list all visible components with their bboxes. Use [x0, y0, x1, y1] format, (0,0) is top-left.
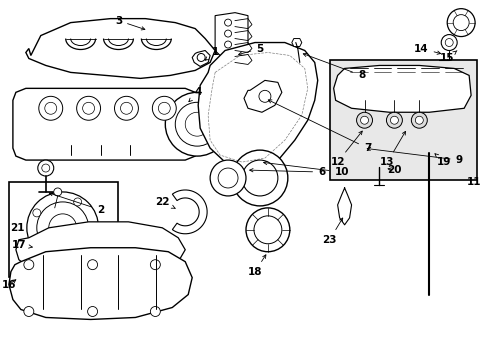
Circle shape	[33, 209, 41, 217]
Circle shape	[245, 208, 289, 252]
Text: 14: 14	[413, 44, 440, 54]
Circle shape	[338, 139, 356, 157]
Polygon shape	[244, 80, 281, 112]
Circle shape	[45, 102, 57, 114]
Polygon shape	[215, 13, 247, 68]
Circle shape	[331, 132, 363, 164]
Polygon shape	[291, 39, 301, 46]
Circle shape	[242, 160, 277, 196]
Text: 5: 5	[238, 44, 263, 55]
Text: 22: 22	[155, 197, 175, 208]
Circle shape	[39, 96, 62, 120]
Circle shape	[356, 112, 372, 128]
Circle shape	[74, 198, 81, 206]
Text: 20: 20	[386, 165, 401, 175]
Text: 21: 21	[10, 223, 24, 233]
Circle shape	[120, 102, 132, 114]
Polygon shape	[16, 222, 185, 278]
Circle shape	[452, 15, 468, 31]
Text: 8: 8	[303, 53, 365, 80]
Circle shape	[165, 92, 228, 156]
Text: 10: 10	[263, 161, 348, 177]
Text: 15: 15	[439, 51, 456, 63]
Circle shape	[27, 192, 99, 264]
Circle shape	[150, 260, 160, 270]
Circle shape	[87, 306, 98, 316]
Circle shape	[37, 202, 88, 254]
Circle shape	[49, 214, 77, 242]
Circle shape	[374, 157, 384, 167]
Circle shape	[210, 160, 245, 196]
Text: 13: 13	[379, 131, 405, 167]
Circle shape	[389, 116, 398, 124]
Circle shape	[424, 143, 433, 153]
Circle shape	[259, 90, 270, 102]
Circle shape	[114, 96, 138, 120]
Text: 18: 18	[247, 255, 265, 276]
Circle shape	[218, 168, 238, 188]
Text: 12: 12	[330, 131, 362, 167]
Polygon shape	[198, 42, 317, 172]
Polygon shape	[192, 50, 210, 67]
Circle shape	[224, 19, 231, 26]
Circle shape	[44, 250, 52, 258]
Polygon shape	[172, 190, 207, 234]
Polygon shape	[333, 66, 470, 112]
Text: 19: 19	[434, 154, 450, 167]
Text: 9: 9	[366, 147, 462, 165]
Circle shape	[150, 306, 160, 316]
Circle shape	[386, 112, 402, 128]
Circle shape	[87, 260, 98, 270]
Circle shape	[158, 102, 170, 114]
Circle shape	[447, 9, 474, 37]
Text: 11: 11	[466, 177, 480, 187]
FancyBboxPatch shape	[329, 60, 476, 180]
Circle shape	[41, 164, 50, 172]
Circle shape	[440, 35, 456, 50]
Circle shape	[414, 116, 423, 124]
Circle shape	[224, 41, 231, 48]
Circle shape	[24, 306, 34, 316]
Text: 1: 1	[204, 48, 218, 60]
Circle shape	[444, 39, 452, 46]
Text: 7: 7	[268, 100, 370, 153]
Text: 16: 16	[1, 280, 16, 289]
Text: 6: 6	[249, 167, 325, 177]
Circle shape	[77, 96, 101, 120]
Circle shape	[185, 112, 209, 136]
Circle shape	[224, 30, 231, 37]
Text: 2: 2	[49, 193, 104, 215]
Text: 4: 4	[188, 87, 202, 102]
Circle shape	[54, 188, 61, 196]
Text: 3: 3	[115, 15, 144, 30]
Circle shape	[197, 54, 205, 62]
Circle shape	[410, 112, 427, 128]
Circle shape	[360, 116, 368, 124]
Circle shape	[152, 96, 176, 120]
Text: 17: 17	[12, 240, 32, 250]
Circle shape	[82, 102, 94, 114]
FancyBboxPatch shape	[9, 182, 118, 276]
Polygon shape	[26, 19, 215, 78]
Circle shape	[24, 260, 34, 270]
Circle shape	[38, 160, 54, 176]
Text: 23: 23	[322, 218, 342, 245]
Circle shape	[232, 150, 287, 206]
Polygon shape	[9, 248, 192, 319]
Circle shape	[224, 52, 231, 59]
Circle shape	[84, 239, 92, 247]
Polygon shape	[13, 88, 200, 160]
Circle shape	[253, 216, 281, 244]
Circle shape	[175, 102, 219, 146]
